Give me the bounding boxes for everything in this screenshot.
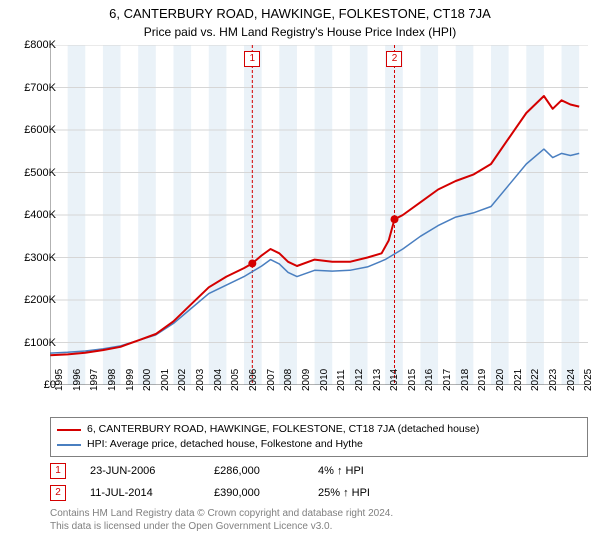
page-title: 6, CANTERBURY ROAD, HAWKINGE, FOLKESTONE… <box>0 0 600 21</box>
y-tick-label: £300K <box>24 252 56 264</box>
x-tick-label: 1998 <box>107 369 118 391</box>
x-tick-label: 2001 <box>160 369 171 391</box>
x-tick-label: 1996 <box>72 369 83 391</box>
x-tick-label: 2025 <box>583 369 594 391</box>
legend-label-hpi: HPI: Average price, detached house, Folk… <box>87 437 363 452</box>
y-tick-label: £400K <box>24 209 56 221</box>
x-tick-label: 1999 <box>125 369 136 391</box>
sale-marker-badge: 1 <box>244 51 260 67</box>
legend-item-price-paid: 6, CANTERBURY ROAD, HAWKINGE, FOLKESTONE… <box>57 422 581 437</box>
sale-marker-badge: 2 <box>386 51 402 67</box>
legend-label-price-paid: 6, CANTERBURY ROAD, HAWKINGE, FOLKESTONE… <box>87 422 479 437</box>
license-text: Contains HM Land Registry data © Crown c… <box>50 507 588 533</box>
page-subtitle: Price paid vs. HM Land Registry's House … <box>0 21 600 45</box>
license-line-2: This data is licensed under the Open Gov… <box>50 520 588 533</box>
x-tick-label: 2009 <box>301 369 312 391</box>
x-tick-label: 2004 <box>213 369 224 391</box>
license-line-1: Contains HM Land Registry data © Crown c… <box>50 507 588 520</box>
sale-pct: 4% ↑ HPI <box>318 465 364 477</box>
x-tick-label: 2012 <box>354 369 365 391</box>
x-tick-label: 1997 <box>89 369 100 391</box>
x-tick-label: 2000 <box>142 369 153 391</box>
y-tick-label: £100K <box>24 337 56 349</box>
x-tick-label: 2024 <box>566 369 577 391</box>
x-tick-label: 2019 <box>477 369 488 391</box>
y-tick-label: £800K <box>24 39 56 51</box>
y-tick-label: £200K <box>24 294 56 306</box>
y-tick-label: £700K <box>24 82 56 94</box>
chart-svg <box>50 45 588 385</box>
x-tick-label: 2013 <box>372 369 383 391</box>
x-tick-label: 2003 <box>195 369 206 391</box>
sale-date: 23-JUN-2006 <box>90 465 190 477</box>
x-tick-label: 2011 <box>336 369 347 391</box>
x-tick-label: 2014 <box>389 369 400 391</box>
y-tick-label: £500K <box>24 167 56 179</box>
y-tick-label: £600K <box>24 124 56 136</box>
x-tick-label: 2023 <box>548 369 559 391</box>
x-tick-label: 2005 <box>230 369 241 391</box>
sale-marker-icon: 1 <box>50 463 66 479</box>
sale-price: £286,000 <box>214 465 294 477</box>
legend-swatch-price-paid <box>57 429 81 431</box>
x-tick-label: 2015 <box>407 369 418 391</box>
x-tick-label: 2008 <box>283 369 294 391</box>
x-tick-label: 2006 <box>248 369 259 391</box>
legend-item-hpi: HPI: Average price, detached house, Folk… <box>57 437 581 452</box>
sale-pct: 25% ↑ HPI <box>318 487 370 499</box>
legend-swatch-hpi <box>57 444 81 446</box>
legend: 6, CANTERBURY ROAD, HAWKINGE, FOLKESTONE… <box>50 417 588 457</box>
x-tick-label: 2010 <box>319 369 330 391</box>
x-tick-label: 2002 <box>177 369 188 391</box>
x-tick-label: 1995 <box>54 369 65 391</box>
sale-row: 1 23-JUN-2006 £286,000 4% ↑ HPI <box>50 463 588 479</box>
chart <box>50 45 588 385</box>
sale-price: £390,000 <box>214 487 294 499</box>
sale-row: 2 11-JUL-2014 £390,000 25% ↑ HPI <box>50 485 588 501</box>
x-tick-label: 2022 <box>530 369 541 391</box>
x-tick-label: 2017 <box>442 369 453 391</box>
x-tick-label: 2018 <box>460 369 471 391</box>
x-tick-label: 2016 <box>424 369 435 391</box>
sale-marker-icon: 2 <box>50 485 66 501</box>
x-tick-label: 2007 <box>266 369 277 391</box>
sale-date: 11-JUL-2014 <box>90 487 190 499</box>
x-tick-label: 2020 <box>495 369 506 391</box>
x-tick-label: 2021 <box>513 369 524 391</box>
